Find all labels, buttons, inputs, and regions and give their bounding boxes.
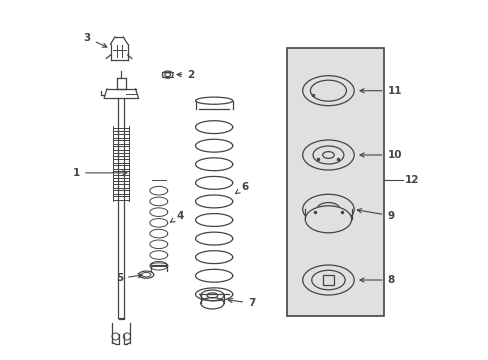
Text: 11: 11 xyxy=(359,86,401,96)
Text: 3: 3 xyxy=(83,33,107,47)
Ellipse shape xyxy=(305,206,351,233)
Bar xyxy=(322,275,333,285)
Text: 7: 7 xyxy=(227,298,255,308)
Text: 2: 2 xyxy=(177,69,194,80)
Text: 1: 1 xyxy=(73,168,126,178)
Text: 9: 9 xyxy=(357,208,394,221)
Text: 12: 12 xyxy=(404,175,418,185)
Text: 4: 4 xyxy=(170,211,183,222)
Bar xyxy=(287,48,383,316)
Text: 10: 10 xyxy=(359,150,401,160)
Text: 6: 6 xyxy=(235,182,248,194)
Text: 8: 8 xyxy=(359,275,394,285)
Text: 5: 5 xyxy=(116,273,142,283)
